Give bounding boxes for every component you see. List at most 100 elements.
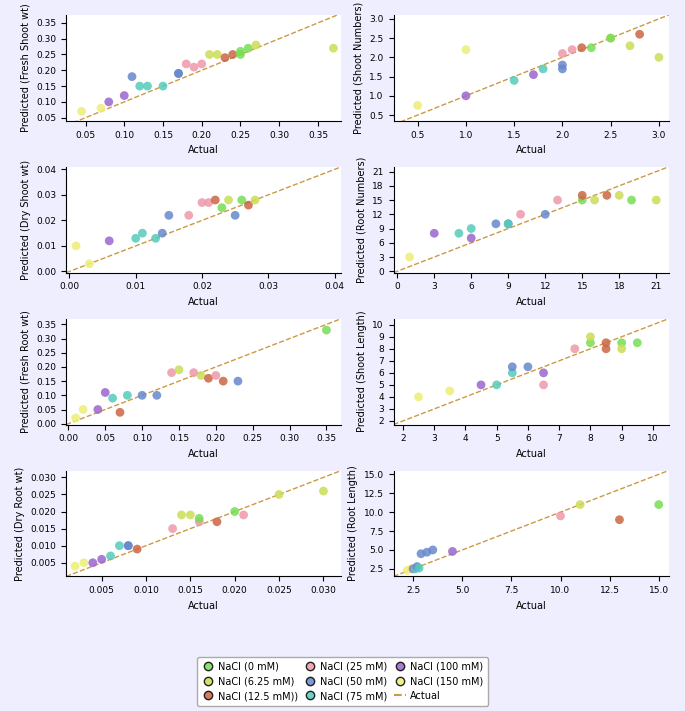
Point bbox=[119, 90, 129, 101]
Point bbox=[123, 540, 134, 551]
Point bbox=[408, 563, 419, 574]
Point bbox=[614, 514, 625, 525]
X-axis label: Actual: Actual bbox=[188, 601, 219, 611]
Point bbox=[203, 373, 214, 384]
Point bbox=[204, 49, 215, 60]
Point bbox=[328, 43, 339, 54]
Point bbox=[404, 252, 415, 263]
Point bbox=[557, 48, 568, 59]
Point bbox=[123, 540, 134, 551]
Point bbox=[105, 550, 116, 562]
Point bbox=[216, 202, 227, 213]
X-axis label: Actual: Actual bbox=[516, 449, 547, 459]
Point bbox=[132, 543, 142, 555]
Point bbox=[100, 387, 111, 398]
Point bbox=[651, 194, 662, 205]
Point bbox=[614, 190, 625, 201]
Point bbox=[523, 361, 534, 373]
Point bbox=[236, 194, 247, 205]
Point bbox=[601, 343, 612, 355]
Point bbox=[460, 44, 471, 55]
Point bbox=[114, 407, 125, 418]
Point bbox=[92, 404, 103, 415]
Point bbox=[585, 337, 596, 348]
Point bbox=[227, 49, 238, 60]
Point bbox=[70, 560, 81, 572]
Point bbox=[634, 28, 645, 40]
Point bbox=[188, 367, 199, 378]
Point bbox=[235, 46, 246, 57]
Point bbox=[601, 190, 612, 201]
X-axis label: Actual: Actual bbox=[516, 297, 547, 307]
Point bbox=[507, 361, 518, 373]
X-axis label: Actual: Actual bbox=[516, 145, 547, 155]
Point bbox=[412, 100, 423, 111]
Point bbox=[466, 223, 477, 234]
Point bbox=[229, 210, 240, 221]
Point bbox=[466, 232, 477, 244]
Point bbox=[538, 63, 549, 75]
Point bbox=[491, 379, 502, 390]
Point bbox=[188, 61, 199, 73]
Point bbox=[503, 218, 514, 230]
Point bbox=[538, 367, 549, 378]
Point bbox=[184, 210, 195, 221]
Point bbox=[453, 228, 464, 239]
Y-axis label: Predicted (Dry Root wt): Predicted (Dry Root wt) bbox=[15, 466, 25, 581]
Point bbox=[585, 331, 596, 343]
Point bbox=[142, 80, 153, 92]
Point bbox=[127, 71, 138, 82]
Point bbox=[197, 197, 208, 208]
Point bbox=[71, 240, 82, 252]
Point bbox=[490, 218, 501, 230]
Point bbox=[557, 63, 568, 75]
Point bbox=[577, 194, 588, 205]
Point bbox=[78, 557, 89, 568]
Point bbox=[555, 510, 566, 522]
Point bbox=[552, 194, 563, 205]
Point bbox=[242, 43, 253, 54]
Point bbox=[173, 68, 184, 79]
Point bbox=[196, 370, 207, 381]
Point bbox=[122, 390, 133, 401]
Legend: NaCl (0 mM), NaCl (6.25 mM), NaCl (12.5 mM)), NaCl (25 mM), NaCl (50 mM), NaCl (: NaCl (0 mM), NaCl (6.25 mM), NaCl (12.5 … bbox=[197, 657, 488, 706]
Point bbox=[616, 337, 627, 348]
Point bbox=[576, 42, 587, 53]
Point bbox=[150, 232, 161, 244]
Point bbox=[107, 392, 118, 404]
Point bbox=[134, 80, 145, 92]
Point bbox=[114, 540, 125, 551]
Point bbox=[232, 375, 243, 387]
Point bbox=[626, 194, 637, 205]
Point bbox=[575, 499, 586, 510]
Y-axis label: Predicted (Root Length): Predicted (Root Length) bbox=[348, 466, 358, 582]
Point bbox=[130, 232, 141, 244]
Point bbox=[413, 391, 424, 402]
Point bbox=[210, 370, 221, 381]
Point bbox=[616, 343, 627, 355]
Point bbox=[653, 52, 664, 63]
Point bbox=[243, 199, 254, 210]
Point bbox=[103, 235, 114, 247]
Y-axis label: Predicted (Dry Shoot wt): Predicted (Dry Shoot wt) bbox=[21, 160, 31, 280]
Point bbox=[87, 557, 98, 568]
Point bbox=[210, 194, 221, 205]
Point bbox=[321, 324, 332, 336]
Point bbox=[167, 523, 178, 534]
Point bbox=[176, 509, 187, 520]
Point bbox=[84, 258, 95, 269]
Point bbox=[229, 506, 240, 517]
Point bbox=[406, 563, 416, 574]
Point bbox=[212, 49, 223, 60]
X-axis label: Actual: Actual bbox=[188, 449, 219, 459]
Point bbox=[427, 544, 438, 555]
Point bbox=[402, 565, 413, 576]
X-axis label: Actual: Actual bbox=[188, 145, 219, 155]
Point bbox=[173, 68, 184, 79]
Point bbox=[605, 33, 616, 44]
Point bbox=[203, 197, 214, 208]
Point bbox=[447, 546, 458, 557]
Y-axis label: Predicted (Fresh Root wt): Predicted (Fresh Root wt) bbox=[21, 310, 31, 433]
Point bbox=[212, 516, 223, 528]
Point bbox=[166, 367, 177, 378]
